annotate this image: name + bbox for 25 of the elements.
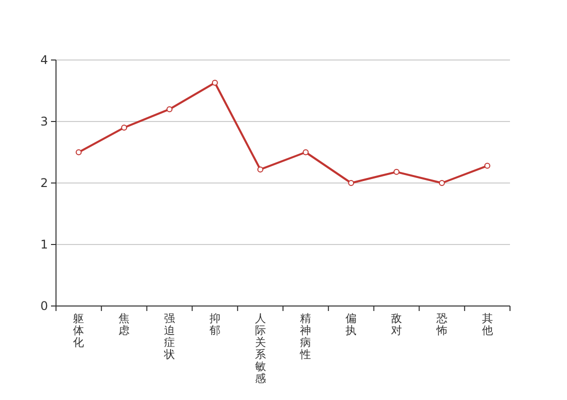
y-tick-label: 2: [40, 176, 48, 190]
x-tick-label: 敌对: [391, 312, 402, 337]
x-tick-label: 强迫症状: [163, 312, 175, 361]
x-tick-label: 偏执: [346, 312, 357, 337]
y-tick-label: 1: [40, 238, 48, 252]
x-tick-label: 人际关系敏感: [254, 312, 266, 385]
y-tick-label: 0: [40, 299, 48, 314]
x-tick-label: 其他: [482, 312, 493, 337]
point: [166, 106, 172, 112]
x-tick-label: 恐怖: [435, 312, 448, 337]
point: [257, 166, 264, 172]
y-tick-label: 4: [40, 53, 48, 68]
point: [76, 149, 82, 156]
x-tick-label: 抑郁: [209, 312, 220, 337]
point: [438, 180, 445, 186]
point: [121, 124, 128, 131]
point: [394, 168, 400, 175]
point: [348, 180, 354, 186]
x-tick-label: 精神病性: [299, 312, 312, 361]
point: [302, 149, 309, 156]
x-tick-label: 焦虑: [118, 312, 130, 337]
x-tick-label: 躯体化: [73, 312, 84, 349]
point: [212, 80, 218, 86]
point: [484, 162, 490, 169]
y-tick-label: 3: [40, 114, 48, 129]
